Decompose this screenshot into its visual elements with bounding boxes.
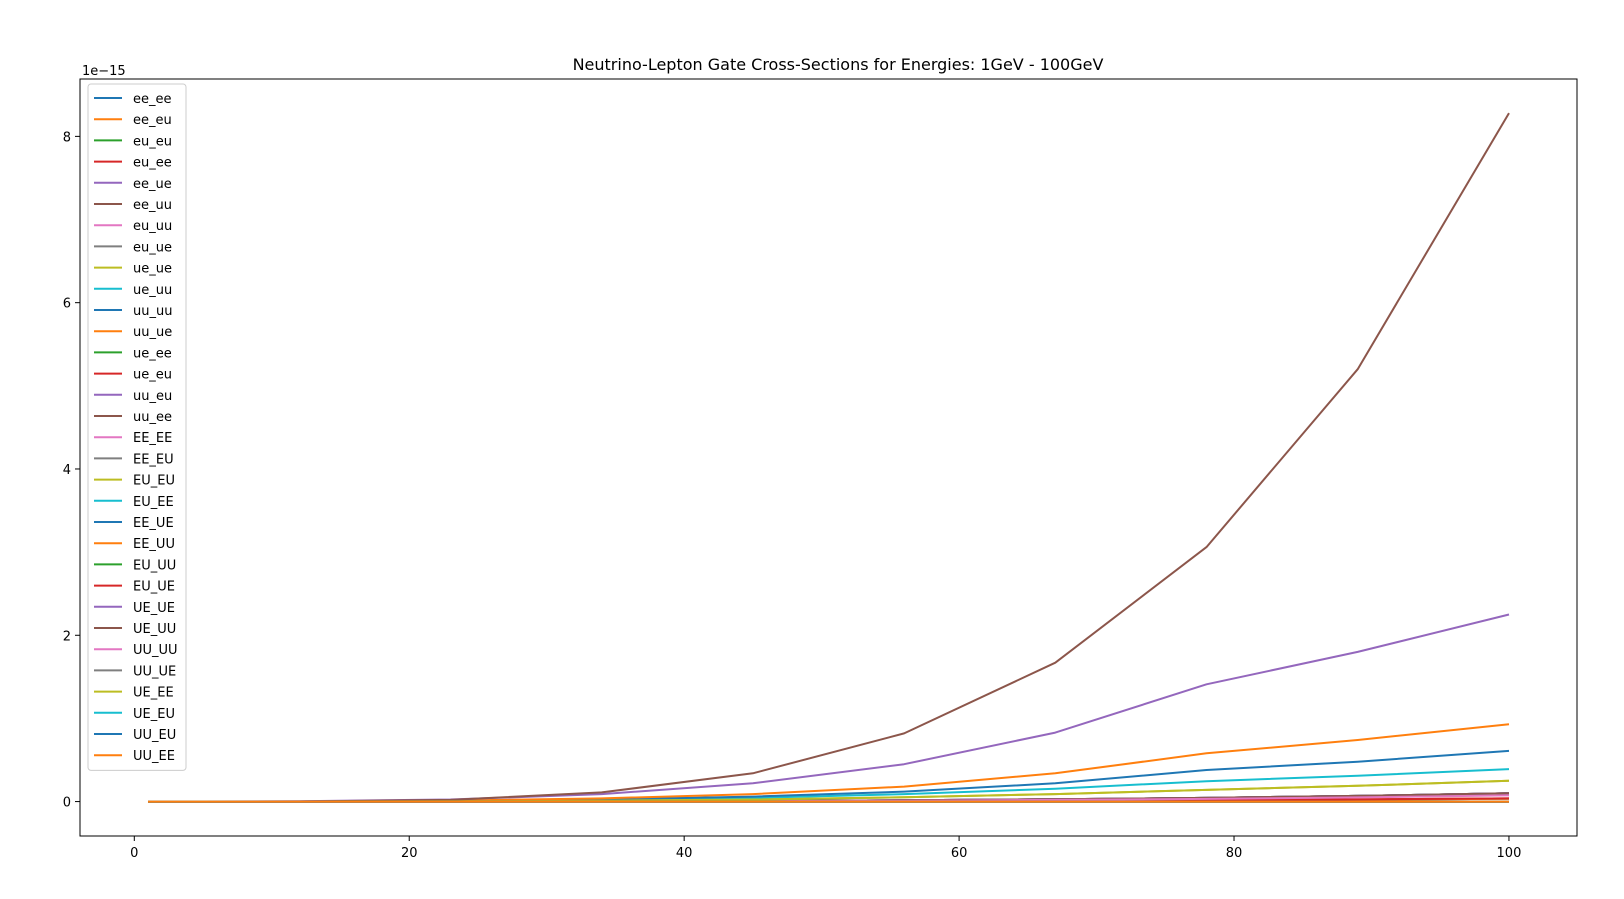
- legend-label: UU_EE: [133, 749, 175, 764]
- y-axis: 0 2 4 6 8: [63, 130, 80, 811]
- legend-label: uu_eu: [133, 389, 172, 404]
- y-tick-label: 6: [63, 297, 71, 312]
- legend-label: eu_uu: [133, 219, 172, 234]
- legend-label: ue_eu: [133, 368, 172, 383]
- legend-label: EE_UU: [133, 537, 175, 552]
- legend-label: UE_UE: [133, 601, 175, 616]
- legend: ee_ee ee_eu eu_eu eu_ee ee_ue ee_uu eu_uu eu_ue…: [87, 83, 187, 771]
- x-tick-label: 60: [951, 846, 968, 861]
- legend-label: EU_UE: [133, 580, 175, 595]
- y-axis-offset-label: 1e−15: [82, 64, 126, 79]
- legend-label: eu_ee: [133, 156, 172, 171]
- y-tick-label: 2: [63, 629, 71, 644]
- legend-label: ue_ee: [133, 346, 172, 361]
- x-tick-label: 100: [1497, 846, 1522, 861]
- legend-label: EU_EU: [133, 474, 175, 489]
- legend-label: UE_EU: [133, 707, 175, 722]
- x-tick-label: 80: [1226, 846, 1243, 861]
- legend-label: EE_UE: [133, 516, 174, 531]
- legend-label: eu_eu: [133, 134, 172, 149]
- legend-label: ee_ue: [133, 177, 172, 192]
- legend-label: ee_eu: [133, 113, 172, 128]
- legend-label: uu_ee: [133, 410, 172, 425]
- y-tick-label: 0: [63, 796, 71, 811]
- legend-label: ue_ue: [133, 262, 172, 277]
- legend-label: uu_uu: [133, 304, 172, 319]
- legend-label: eu_ue: [133, 240, 172, 255]
- plot-area-frame: [79, 78, 1578, 837]
- series-lines: [147, 112, 1510, 803]
- legend-label: EE_EE: [133, 431, 172, 446]
- x-axis: 0 20 40 60 80 100: [130, 836, 1521, 861]
- legend-label: ee_uu: [133, 198, 172, 213]
- y-tick-label: 4: [63, 463, 71, 478]
- legend-label: UU_EU: [133, 728, 176, 743]
- legend-label: UE_EE: [133, 686, 174, 701]
- x-tick-label: 20: [401, 846, 418, 861]
- legend-box: [87, 83, 187, 771]
- x-tick-label: 40: [676, 846, 693, 861]
- legend-label: EE_EU: [133, 452, 174, 467]
- x-tick-label: 0: [130, 846, 138, 861]
- legend-label: uu_ue: [133, 325, 172, 340]
- legend-label: UU_UU: [133, 643, 178, 658]
- legend-label: EU_UU: [133, 558, 176, 573]
- legend-label: UE_UU: [133, 622, 176, 637]
- legend-label: ue_uu: [133, 283, 172, 298]
- y-tick-label: 8: [63, 130, 71, 145]
- legend-label: ee_ee: [133, 92, 172, 107]
- legend-label: EU_EE: [133, 495, 174, 510]
- chart-title: Neutrino-Lepton Gate Cross-Sections for …: [573, 55, 1104, 74]
- legend-label: UU_UE: [133, 664, 176, 679]
